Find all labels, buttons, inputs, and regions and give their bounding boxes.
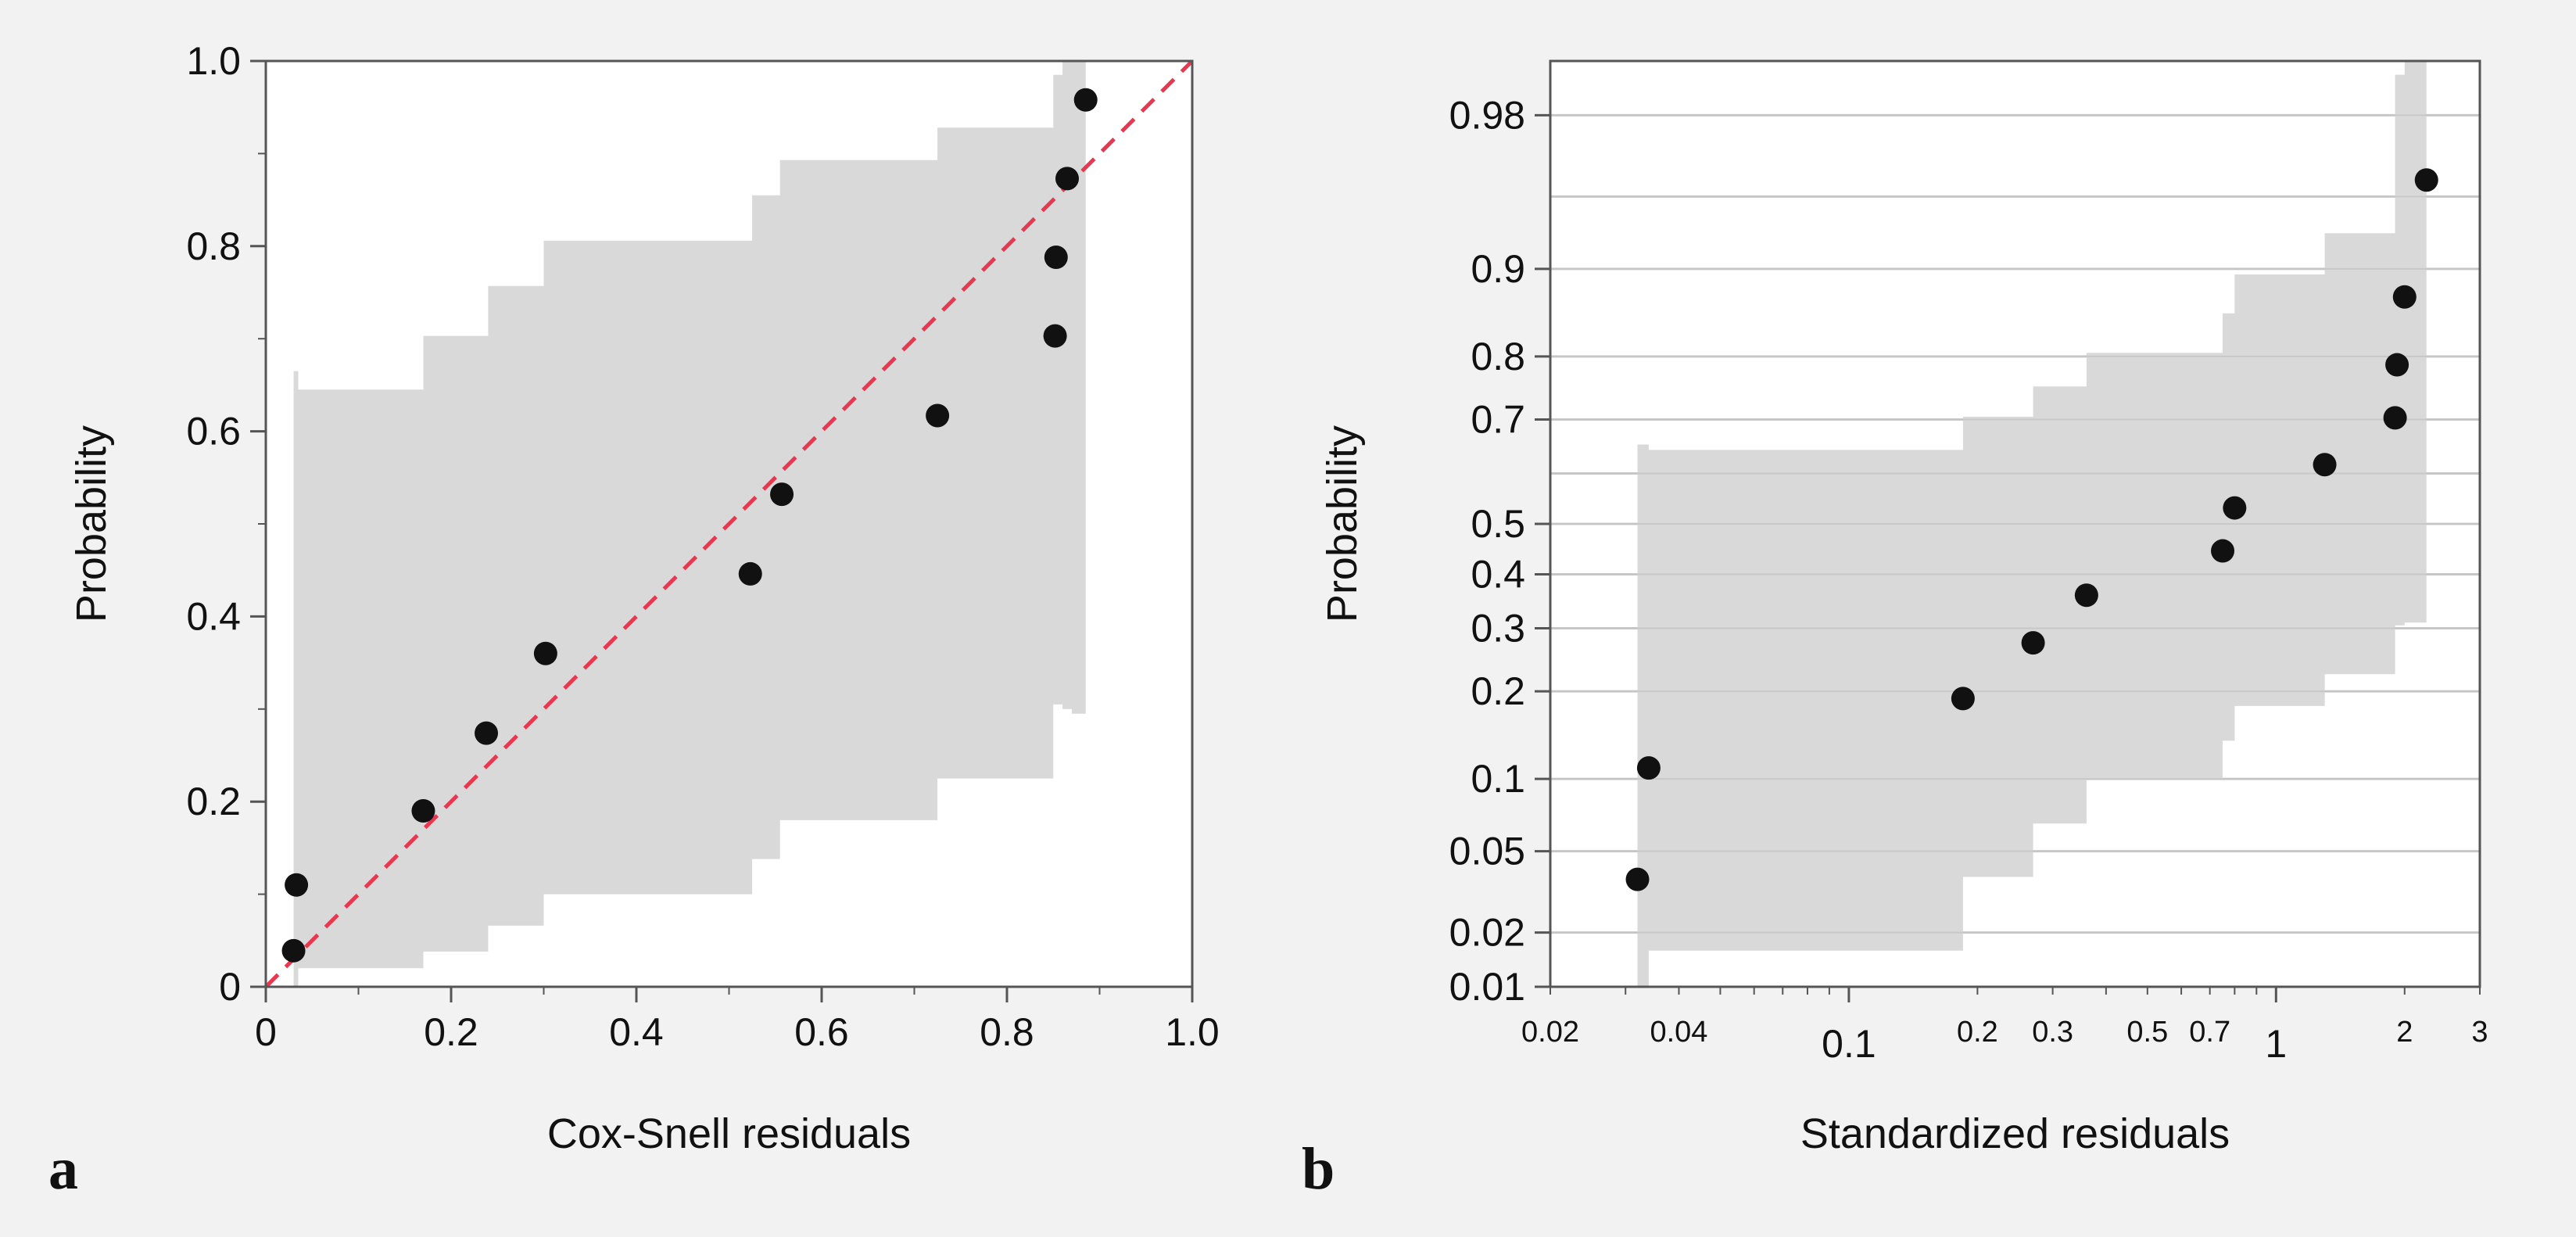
data-point-b-11	[2392, 285, 2417, 309]
y-tick-label-a: 0.6	[186, 410, 241, 454]
confidence-band-a	[293, 61, 1086, 987]
x-tick-label-small-b: 0.5	[2126, 1016, 2168, 1049]
y-tick-label-a: 0	[219, 965, 241, 1009]
y-tick-label-a: 0.2	[186, 780, 241, 823]
data-point-a-12	[1073, 88, 1098, 112]
data-point-b-2	[1636, 756, 1661, 780]
x-tick-label-a: 0.6	[794, 1010, 849, 1054]
y-tick-label-b: 0.02	[1449, 911, 1525, 955]
reference-line-a	[266, 61, 1192, 987]
data-point-b-7	[2223, 496, 2247, 520]
x-axis-label-a: Cox-Snell residuals	[547, 1110, 911, 1157]
data-point-b-5	[2074, 583, 2098, 608]
x-tick-label-a: 0.8	[980, 1010, 1034, 1054]
y-tick-label-a: 0.8	[186, 224, 241, 268]
y-axis-label-a: Probability	[68, 425, 115, 622]
y-tick-label-a: 0.4	[186, 594, 241, 638]
y-tick-label-b: 0.2	[1471, 669, 1525, 713]
x-tick-label-small-b: 3	[2471, 1016, 2488, 1049]
panel-a: 0 0.2 0.4 0.6 0.8 1.0 0 0.2 0.4 0.6 0.8 1.0 Cox-Snel…	[48, 39, 1220, 1202]
x-tick-label-a: 1.0	[1165, 1010, 1220, 1054]
data-point-b-10	[2385, 353, 2409, 377]
data-point-b-6	[2211, 539, 2235, 563]
x-tick-label-large-b: 0.1	[1822, 1022, 1876, 1066]
y-tick-label-b: 0.3	[1471, 606, 1525, 650]
y-tick-label-b: 0.7	[1471, 398, 1525, 442]
data-point-a-10	[1044, 246, 1068, 270]
data-point-b-3	[1951, 687, 1975, 711]
panel-label-a: a	[48, 1136, 78, 1202]
x-tick-label-small-b: 0.3	[2032, 1016, 2073, 1049]
y-axis-label-b: Probability	[1319, 425, 1366, 622]
x-axis-label-b: Standardized residuals	[1800, 1110, 2230, 1157]
x-tick-label-a: 0	[255, 1010, 277, 1054]
y-tick-label-b: 0.4	[1471, 552, 1525, 596]
data-point-b-9	[2383, 406, 2407, 430]
y-tick-label-b: 0.05	[1449, 830, 1525, 873]
data-point-a-8	[926, 403, 950, 428]
data-point-a-6	[738, 561, 762, 586]
data-point-a-4	[475, 721, 499, 745]
data-point-a-9	[1043, 324, 1067, 348]
data-point-a-3	[411, 799, 435, 823]
data-point-b-12	[2414, 168, 2438, 192]
data-point-a-11	[1055, 167, 1080, 191]
data-point-b-1	[1625, 867, 1650, 891]
plot-content-b	[1550, 61, 2480, 987]
panel-label-b: b	[1302, 1136, 1335, 1202]
y-tick-label-b: 0.1	[1471, 757, 1525, 801]
x-tick-label-small-b: 0.02	[1521, 1016, 1579, 1049]
data-point-a-1	[281, 938, 306, 963]
x-tick-label-small-b: 2	[2396, 1016, 2413, 1049]
y-tick-label-b: 0.5	[1471, 502, 1525, 546]
data-point-b-8	[2313, 453, 2337, 477]
x-tick-label-a: 0.4	[609, 1010, 664, 1054]
data-point-a-2	[285, 873, 309, 897]
y-tick-label-b: 0.9	[1471, 247, 1525, 291]
y-tick-label-b: 0.01	[1449, 965, 1525, 1009]
panel-b: 0.1 1 0.02 0.04 0.2 0.3 0.5 0.7 2 3 0.01 0.02 0.05 0.…	[1302, 59, 2488, 1202]
x-tick-label-small-b: 0.2	[1957, 1016, 1998, 1049]
data-point-b-4	[2021, 631, 2045, 655]
y-tick-label-a: 1.0	[186, 39, 241, 83]
y-tick-label-b: 0.98	[1449, 93, 1525, 137]
x-tick-label-small-b: 0.04	[1650, 1016, 1707, 1049]
x-tick-label-large-b: 1	[2265, 1022, 2287, 1066]
x-tick-label-a: 0.2	[424, 1010, 478, 1054]
plot-content-a	[266, 61, 1192, 987]
data-point-a-7	[770, 482, 794, 507]
data-point-a-5	[533, 641, 557, 665]
y-tick-label-b: 0.8	[1471, 335, 1525, 378]
x-tick-label-small-b: 0.7	[2189, 1016, 2230, 1049]
